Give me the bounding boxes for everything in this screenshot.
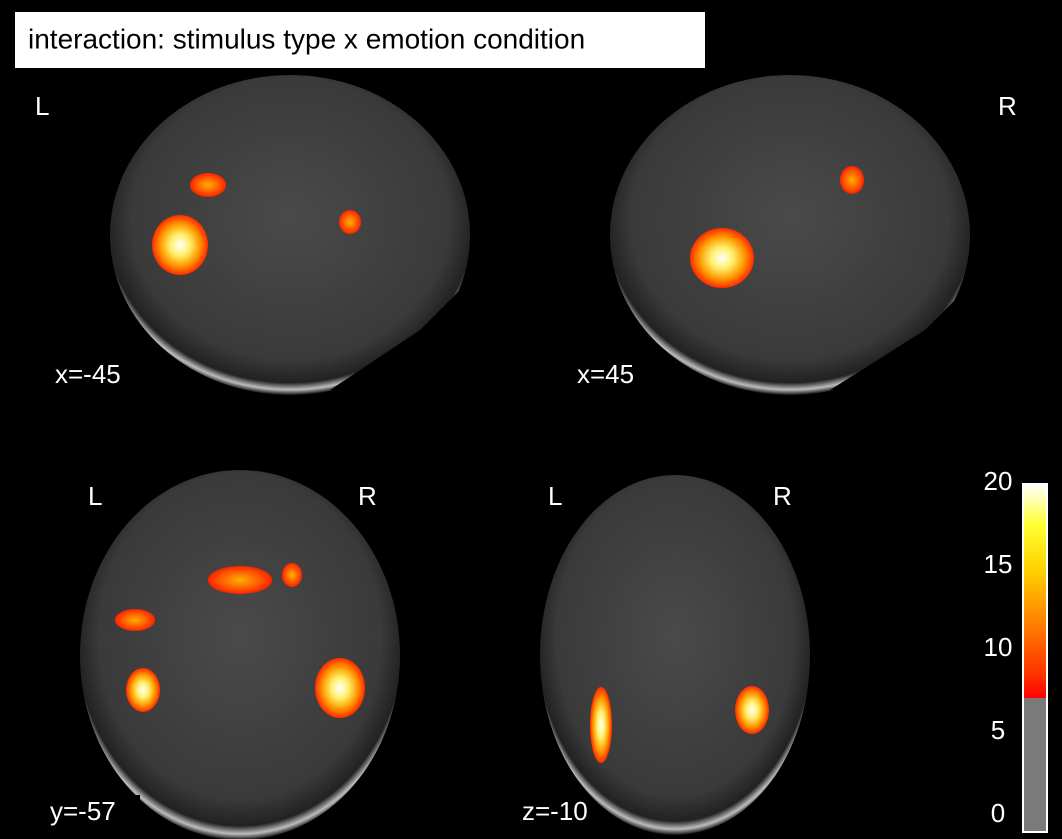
label-box — [45, 795, 140, 835]
colorbar-tick-label: 0 — [991, 798, 1005, 828]
activation — [590, 687, 612, 763]
label-box — [50, 360, 142, 392]
coordinate-label: x=45 — [577, 359, 634, 389]
title-box — [15, 12, 705, 68]
activation — [190, 173, 226, 197]
hemisphere-label: R — [358, 481, 377, 511]
brain-slice — [610, 75, 970, 395]
axial — [540, 475, 810, 835]
activation — [735, 686, 769, 734]
activation — [152, 215, 208, 275]
activation — [315, 658, 365, 718]
colorbar-tick-label: 15 — [984, 549, 1013, 579]
mask — [650, 280, 975, 390]
activation — [208, 566, 272, 594]
coordinate-label: x=-45 — [55, 359, 121, 389]
sagittal-left — [110, 75, 470, 395]
title: interaction: stimulus type x emotion con… — [28, 23, 585, 54]
hemisphere-label: L — [548, 481, 562, 511]
colorbar-tick-label: 20 — [984, 466, 1013, 496]
coordinate-label: y=-57 — [50, 796, 116, 826]
coronal — [80, 470, 400, 839]
colorbar-tick-label: 10 — [984, 632, 1013, 662]
brain-slice — [80, 470, 400, 839]
activation — [840, 166, 864, 194]
hemisphere-label: R — [998, 91, 1017, 121]
activation — [282, 563, 302, 587]
mask — [150, 280, 470, 390]
colorbar — [1022, 483, 1048, 833]
brain-slice — [110, 75, 470, 395]
activation — [339, 210, 361, 234]
hemisphere-label: L — [88, 481, 102, 511]
activation — [690, 228, 754, 288]
hemisphere-label: L — [35, 91, 49, 121]
hemisphere-label: R — [773, 481, 792, 511]
brain-slice — [540, 475, 810, 835]
sagittal-right — [610, 75, 975, 395]
colorbar-tick-label: 5 — [991, 715, 1005, 745]
label-box — [572, 360, 652, 392]
coordinate-label: z=-10 — [522, 796, 588, 826]
activation — [126, 668, 160, 712]
activation — [115, 609, 155, 631]
